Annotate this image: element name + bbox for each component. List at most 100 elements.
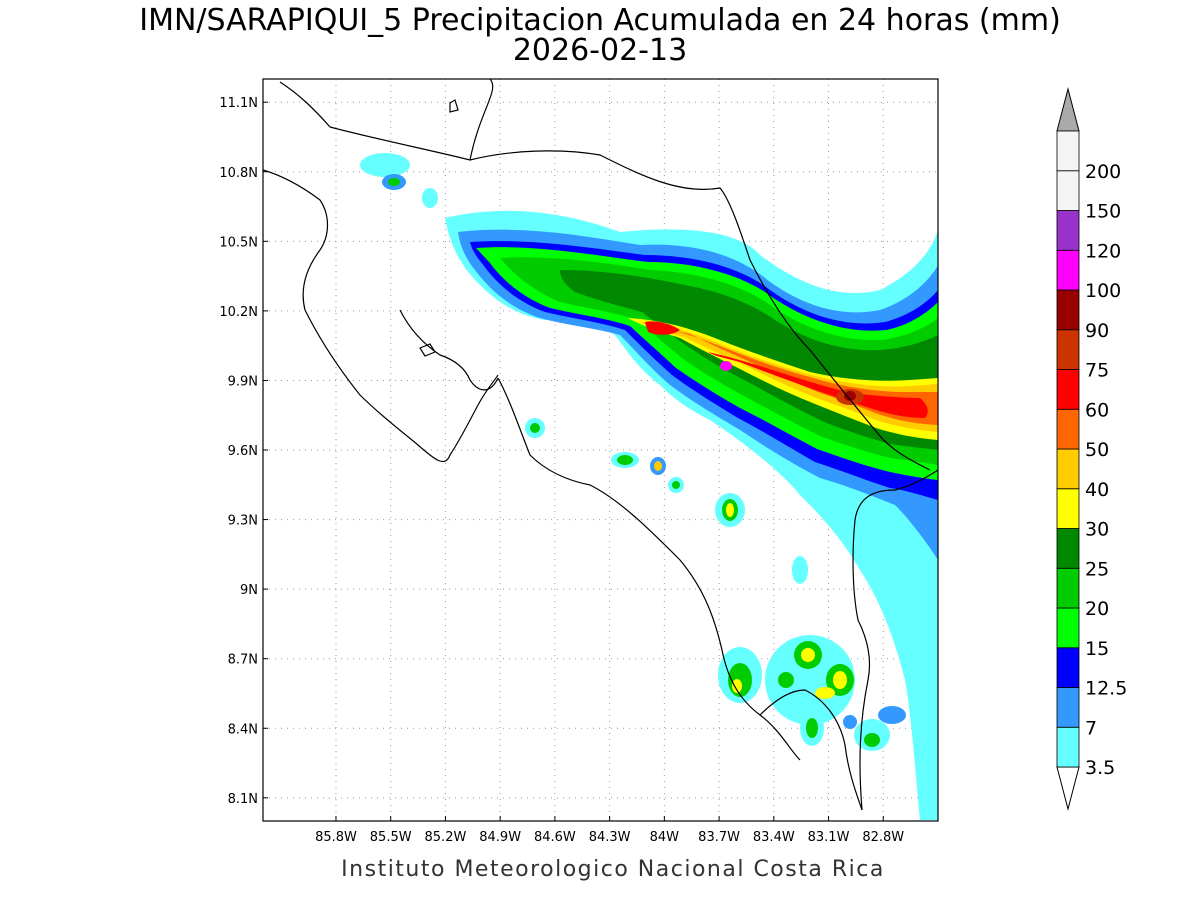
colorbar-level-label: 75 <box>1085 360 1109 382</box>
precip-cell <box>617 455 633 465</box>
lat-tick-label: 9.6N <box>228 444 258 459</box>
colorbar-lower-arrow <box>1056 766 1080 811</box>
colorbar-swatch <box>1056 607 1080 649</box>
latitude-axis: 11.1N 10.8N 10.5N 10.2N 9.9N 9.6N 9.3N 9N 8.7N 8.… <box>219 96 268 807</box>
precip-cell <box>360 153 410 177</box>
island-north <box>449 99 459 113</box>
footer-institution: Instituto Meteorologico Nacional Costa R… <box>341 857 885 882</box>
colorbar-upper-arrow <box>1056 87 1080 132</box>
colorbar-swatch <box>1056 448 1080 490</box>
colorbar-swatch <box>1056 726 1080 768</box>
colorbar-level-label: 60 <box>1085 399 1109 421</box>
lon-tick-label: 83.7W <box>698 830 740 845</box>
longitude-axis: 85.8W 85.5W 85.2W 84.9W 84.6W 84.3W 84W 83.7W 83… <box>315 816 904 845</box>
lat-tick-label: 10.5N <box>219 235 258 250</box>
precip-cell <box>843 715 857 729</box>
colorbar-level-label: 100 <box>1085 280 1121 302</box>
precip-cell <box>815 687 835 699</box>
colorbar-level-label: 30 <box>1085 519 1109 541</box>
title-line-1: IMN/SARAPIQUI_5 Precipitacion Acumulada … <box>139 3 1061 38</box>
lon-tick-label: 84.6W <box>534 830 576 845</box>
colorbar-level-label: 200 <box>1085 161 1121 183</box>
colorbar-level-label: 20 <box>1085 598 1109 620</box>
lat-tick-label: 9.3N <box>228 514 258 529</box>
precip-cell <box>732 679 742 693</box>
colorbar-swatch <box>1056 687 1080 728</box>
colorbar-level-label: 40 <box>1085 479 1109 501</box>
lat-tick-label: 9.9N <box>228 374 258 389</box>
precip-cell <box>778 672 794 688</box>
osa-peninsula <box>759 689 863 811</box>
precip-cell <box>422 188 438 208</box>
lon-tick-label: 85.8W <box>315 830 357 845</box>
lat-tick-label: 10.2N <box>219 305 258 320</box>
precip-scattered-cells <box>360 153 932 751</box>
nicoya-gulf-coast <box>399 309 499 391</box>
precip-cell <box>388 178 400 186</box>
precip-cell <box>806 718 818 738</box>
colorbar-level-label: 50 <box>1085 439 1109 461</box>
colorbar-level-label: 7 <box>1085 717 1097 739</box>
precipitation-colorbar: 3.5 7 12.5 15 20 25 30 40 50 60 75 90 100 120 150 200 <box>1056 87 1127 811</box>
lon-tick-label: 84W <box>650 830 680 845</box>
lat-tick-label: 9N <box>240 583 258 598</box>
coastlines-and-borders <box>263 79 938 811</box>
precip-cell <box>878 706 906 724</box>
precip-cell <box>801 648 815 662</box>
lat-tick-label: 8.1N <box>228 792 258 807</box>
precip-band-60 <box>708 352 928 418</box>
colorbar-swatch <box>1056 130 1080 172</box>
colorbar-swatch <box>1056 567 1080 609</box>
colorbar-level-label: 15 <box>1085 638 1109 660</box>
colorbar-level-label: 150 <box>1085 201 1121 223</box>
panama-border <box>852 469 938 811</box>
precip-cell <box>530 423 540 433</box>
colorbar-swatch <box>1056 170 1080 211</box>
precipitation-field <box>360 153 938 820</box>
colorbar-swatch <box>1056 488 1080 529</box>
colorbar-swatch <box>1056 647 1080 688</box>
precip-cell <box>672 481 680 489</box>
precip-band-120 <box>720 361 732 371</box>
precip-cell <box>908 653 932 671</box>
pacific-coast-north <box>263 169 499 463</box>
caribbean-coast-top <box>279 81 331 128</box>
colorbar-swatch <box>1056 408 1080 450</box>
lon-tick-label: 83.1W <box>808 830 850 845</box>
lat-tick-label: 8.7N <box>228 653 258 668</box>
colorbar-swatch <box>1056 210 1080 251</box>
chira-island <box>419 343 436 357</box>
colorbar-swatch <box>1056 528 1080 569</box>
colorbar-level-label: 12.5 <box>1085 678 1127 700</box>
precip-band-60-patch <box>645 321 680 335</box>
precip-band-90 <box>844 391 856 401</box>
colorbar-level-label: 25 <box>1085 558 1109 580</box>
colorbar-swatch <box>1056 289 1080 331</box>
lat-tick-label: 10.8N <box>219 166 258 181</box>
precip-cell <box>726 503 734 517</box>
pacific-coast-central <box>497 377 801 761</box>
lon-tick-label: 84.3W <box>589 830 631 845</box>
lon-tick-label: 83.4W <box>753 830 795 845</box>
lon-tick-label: 82.8W <box>862 830 904 845</box>
lon-tick-label: 85.5W <box>370 830 412 845</box>
colorbar-level-label: 120 <box>1085 240 1121 262</box>
lake-nicaragua-shore <box>469 79 494 161</box>
precip-cell <box>833 671 847 689</box>
colorbar-level-label: 90 <box>1085 320 1109 342</box>
title-line-2: 2026-02-13 <box>513 33 687 68</box>
colorbar-level-label: 3.5 <box>1085 757 1115 779</box>
precip-cell <box>765 635 855 725</box>
colorbar-swatch <box>1056 369 1080 410</box>
lat-tick-label: 11.1N <box>219 96 258 111</box>
lon-tick-label: 85.2W <box>425 830 467 845</box>
precip-cell <box>792 556 808 584</box>
precip-cell <box>654 461 662 471</box>
colorbar-swatch <box>1056 249 1080 291</box>
colorbar-swatch <box>1056 329 1080 370</box>
lon-tick-label: 84.9W <box>479 830 521 845</box>
map-panel: 11.1N 10.8N 10.5N 10.2N 9.9N 9.6N 9.3N 9N 8.7N 8.… <box>219 78 939 845</box>
lat-tick-label: 8.4N <box>228 722 258 737</box>
precip-cell <box>864 733 880 747</box>
